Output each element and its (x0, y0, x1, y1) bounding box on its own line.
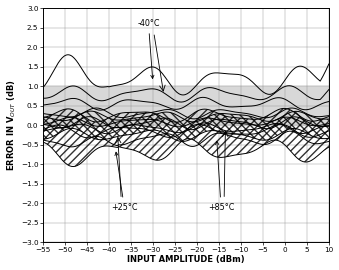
Bar (43, 86, 329, 125)
Text: +25°C: +25°C (111, 152, 138, 212)
Text: +85°C: +85°C (208, 141, 234, 212)
X-axis label: INPUT AMPLITUDE (dBm): INPUT AMPLITUDE (dBm) (127, 255, 245, 264)
Text: -40°C: -40°C (137, 19, 160, 79)
Y-axis label: ERROR IN V$_{OUT}$ (dB): ERROR IN V$_{OUT}$ (dB) (5, 79, 18, 171)
